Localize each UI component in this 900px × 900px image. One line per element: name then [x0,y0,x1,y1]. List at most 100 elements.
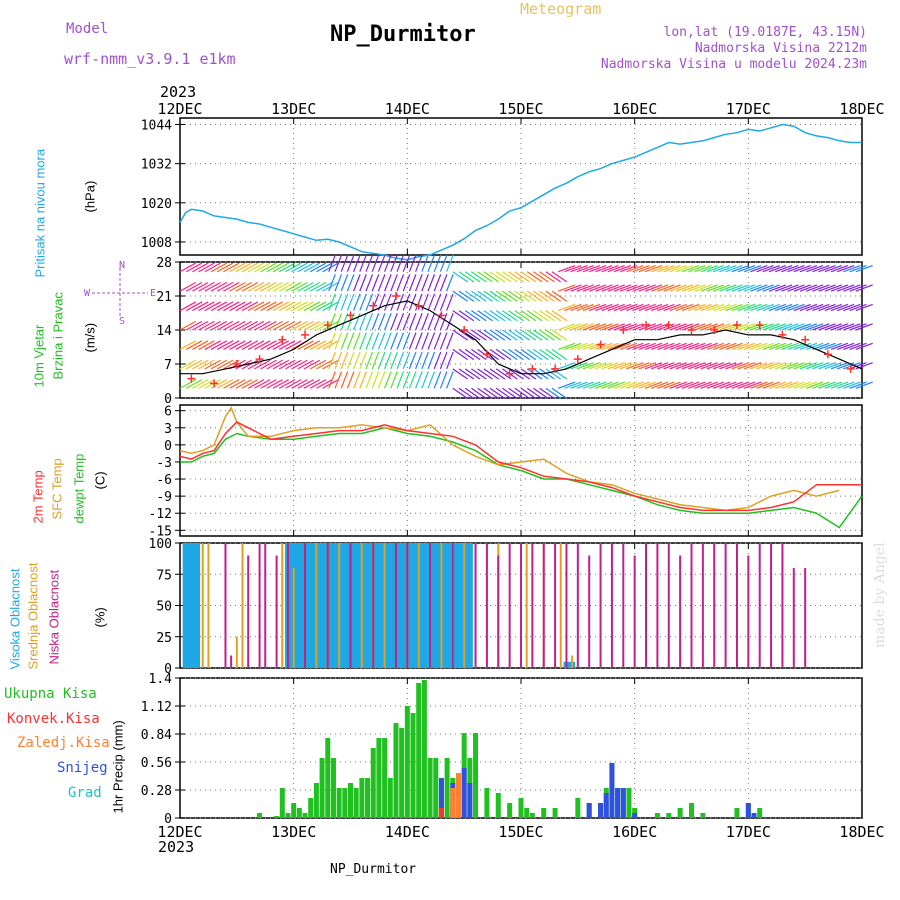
wind-barb [254,320,271,331]
wind-gust-mark [573,355,582,364]
wind-barb [179,262,197,273]
wind-barb [737,381,756,389]
wind-barb [316,340,333,350]
wind-barb [533,290,549,302]
wind-barb [235,281,252,292]
wind-barb [365,293,374,311]
wind-barb [260,301,277,312]
wind-barb [495,368,512,380]
wind-barb [439,371,448,389]
wind-barb [446,293,454,311]
wind-barb [657,362,675,370]
wind-barb [812,303,830,312]
wind-barb [551,348,568,361]
wind-barb [408,332,417,350]
wind-barb [489,387,506,399]
wind-barb [694,323,712,331]
temperature-ytick-label: -6 [156,473,172,488]
wind-barb [446,371,454,389]
precip-bar-Ukupna Kisa [552,808,558,818]
xtick-label-top: 13DEC [271,100,316,118]
wind-barb [278,301,296,312]
precip-ytick-label: 0.56 [141,756,172,771]
temperature-panel: -15 -12 -9 -6 -3 0 3 6 [149,404,863,539]
wind-barb [452,329,468,341]
wind-barb [185,340,203,350]
wind-barb [805,381,824,389]
wind-barb [545,310,561,322]
wind-barb [675,381,694,389]
precip-bar-Ukupna Kisa [291,803,297,818]
cloud-bar-low [230,655,233,668]
wind-barb [669,381,687,389]
wind-barb [303,301,321,312]
wind-barb [545,290,561,302]
wind-barb [774,303,793,312]
wind-barb [247,340,265,350]
wind-barb [216,359,234,370]
wind-barb [725,381,743,389]
wind-barb [433,254,442,272]
xtick-label-top: 15DEC [498,100,543,118]
wind-barb [452,348,468,361]
wind-barb [223,320,240,331]
wind-barb [223,281,240,292]
wind-barb [340,332,349,350]
wind-barb [824,323,842,331]
wind-barb [557,264,576,273]
wind-barb [192,379,209,389]
wind-barb [582,362,601,370]
wind-barb [607,323,625,331]
wind-gust-mark [732,321,741,330]
wind-barb [266,379,283,389]
wind-barb [551,310,568,322]
wind-barb [235,301,252,312]
precip-bar-Ukupna Kisa [382,738,388,818]
xtick-label-bottom: 14DEC [385,823,430,841]
cloud-bar-low [429,543,432,668]
wind-barb [824,342,842,350]
wind-barb [632,342,650,350]
wind-gust-mark [460,326,469,334]
wind-barb [192,281,209,292]
wind-barb [439,313,448,331]
wind-barb [396,313,405,331]
wind-barb [210,359,228,370]
xtick-label-bottom: 16DEC [612,823,657,841]
wind-barb [601,381,619,389]
wind-barb [260,320,277,331]
wind-barb [278,379,296,389]
cloud-bar-low [406,543,409,668]
wind-barb [464,368,481,380]
wind-barb [446,254,454,272]
wind-barb [768,303,787,312]
wind-barb [241,340,259,350]
wind-barb [781,381,799,389]
wind-gust-mark [823,350,832,359]
wind-barb [471,368,487,380]
wind-barb [843,362,861,370]
wind-barb [725,362,743,370]
wind-barb [812,284,830,292]
wind-barb [452,368,468,380]
wind-barb [198,379,215,389]
wind-barb [229,281,246,292]
wind-barb [855,342,873,350]
wind-barb [247,301,265,312]
precip-bar-Snijeg [609,763,615,818]
precip-bar-Ukupna Kisa [626,788,632,818]
wind-barb [613,342,632,350]
lonlat-label: lon,lat (19.0187E, 43.15N) [663,25,868,40]
wind-barb [526,329,543,341]
cloud-bar-low [576,543,579,668]
wind-barb [545,387,561,399]
wind-barb [285,281,302,292]
wind-barb [346,371,355,389]
wind-barb [266,281,283,292]
wind-barb [198,281,215,292]
wind-barb [551,329,568,341]
wind-barb [669,284,687,292]
cloud-bar-high [421,543,428,668]
wind-barb [849,303,867,312]
wind-barb [557,303,576,312]
